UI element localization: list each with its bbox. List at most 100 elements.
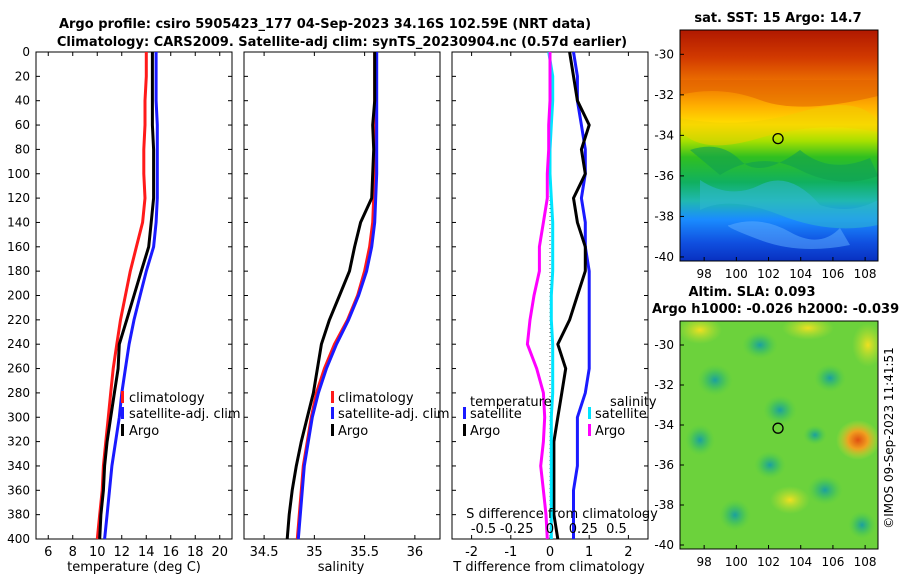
series-line-satellite-adj-clim — [103, 52, 159, 540]
map-x-tick-label: 98 — [697, 555, 712, 569]
salinity-xlabel: salinity — [318, 560, 365, 575]
temperature-plot: 6 8 10 12 14 16 18 20 climatologysatellite-adj. … — [36, 51, 241, 560]
depth-tick-label: 220 — [7, 313, 30, 327]
legend-swatch — [463, 424, 466, 436]
legend-swatch — [331, 391, 334, 403]
x-tick-label: 8 — [69, 545, 77, 560]
sst-map-axes: 98 100 102 104 106 108 -30 -32 -34 -36 -38 -40 — [654, 47, 876, 281]
map-x-tick-label: 108 — [854, 267, 877, 281]
map-y-tick-label: -32 — [654, 378, 674, 392]
legend-label: Argo — [338, 424, 368, 439]
legend-swatch — [331, 407, 334, 419]
depth-tick-label: 400 — [7, 532, 30, 546]
map-x-tick-label: 104 — [789, 555, 812, 569]
legend-label: satellite-adj. clim — [338, 407, 450, 422]
sla-map-title-line2: Argo h1000: -0.026 h2000: -0.039 — [652, 302, 899, 317]
top-x-tick-label: 0 — [546, 522, 554, 537]
x-tick-label: 20 — [211, 545, 228, 560]
depth-tick-label: 300 — [7, 410, 30, 424]
x-tick-label: 12 — [113, 545, 130, 560]
sst-map-field — [680, 30, 878, 261]
legend-title-temperature: temperature — [470, 395, 552, 410]
top-x-tick-label: -0.5 — [471, 522, 496, 537]
sla-argo-float-marker — [772, 422, 784, 434]
x-tick-label: -2 — [465, 545, 478, 560]
map-y-tick-label: -38 — [654, 498, 674, 512]
map-x-tick-label: 102 — [757, 267, 780, 281]
difference-xlabel: T difference from climatology — [452, 560, 645, 575]
sla-map-frame — [679, 320, 879, 550]
figure-title-line2: Climatology: CARS2009. Satellite-adj cli… — [57, 35, 627, 50]
legend-swatch — [588, 407, 591, 419]
series-line-temperature-satellite — [572, 51, 591, 539]
map-y-tick-label: -30 — [654, 47, 674, 61]
map-x-tick-label: 108 — [854, 555, 877, 569]
x-tick-label: 0 — [546, 545, 554, 560]
x-tick-label: 1 — [585, 545, 593, 560]
map-y-tick-label: -36 — [654, 458, 674, 472]
legend-title-salinity: salinity — [610, 395, 657, 410]
legend-label: Argo — [470, 424, 500, 439]
sla-map-title-line1: Altim. SLA: 0.093 — [689, 285, 816, 300]
depth-tick-label: 160 — [7, 240, 30, 254]
imos-credit: ©IMOS 09-Sep-2023 11:41:51 — [882, 347, 896, 529]
x-tick-label: 34.5 — [250, 545, 279, 560]
map-y-tick-label: -34 — [654, 128, 674, 142]
map-y-tick-label: -32 — [654, 88, 674, 102]
x-tick-label: 10 — [89, 545, 106, 560]
legend-label: Argo — [595, 424, 625, 439]
depth-tick-label: 200 — [7, 289, 30, 303]
depth-tick-label: 0 — [22, 45, 30, 59]
x-tick-label: -1 — [504, 545, 517, 560]
legend-swatch — [121, 391, 124, 403]
series-line-temperature-argo — [552, 51, 591, 540]
difference-top-xlabel: S difference from climatology — [466, 507, 658, 522]
depth-tick-label: 40 — [15, 94, 30, 108]
series-line-salinity-argo — [525, 52, 552, 540]
depth-tick-label: 340 — [7, 459, 30, 473]
x-tick-label: 35.5 — [350, 545, 379, 560]
top-x-tick-label: 0.25 — [569, 522, 598, 537]
series-line-satellite-adj-clim — [296, 52, 379, 540]
legend-label: satellite-adj. clim — [129, 407, 241, 422]
legend-swatch — [331, 424, 334, 436]
difference-plot: -2 -1 0 1 2 -0.5 -0.25 0 0.25 0.5 temperature salin… — [452, 51, 657, 560]
legend-label: satellite — [595, 407, 647, 422]
temperature-xlabel: temperature (deg C) — [67, 560, 201, 575]
map-x-tick-label: 98 — [697, 267, 712, 281]
series-line-salinity-satellite — [547, 51, 555, 539]
sst-map-title: sat. SST: 15 Argo: 14.7 — [694, 11, 861, 26]
x-tick-label: 6 — [44, 545, 52, 560]
sla-map-field — [680, 321, 878, 549]
depth-tick-label: 320 — [7, 435, 30, 449]
depth-tick-label: 60 — [15, 118, 30, 132]
sst-map-frame — [679, 29, 879, 262]
depth-tick-label: 240 — [7, 337, 30, 351]
salinity-panel-frame — [243, 51, 441, 540]
map-x-tick-label: 102 — [757, 555, 780, 569]
depth-tick-label: 120 — [7, 191, 30, 205]
sla-map-axes: 98 100 102 104 106 108 -30 -32 -34 -36 -38 -40 — [654, 338, 876, 569]
map-x-tick-label: 100 — [725, 267, 748, 281]
x-tick-label: 18 — [187, 545, 204, 560]
map-y-tick-label: -36 — [654, 169, 674, 183]
depth-tick-label: 100 — [7, 167, 30, 181]
depth-tick-label: 140 — [7, 215, 30, 229]
x-tick-label: 36 — [407, 545, 424, 560]
depth-tick-label: 360 — [7, 483, 30, 497]
map-x-tick-label: 104 — [789, 267, 812, 281]
legend-swatch — [463, 407, 466, 419]
map-y-tick-label: -38 — [654, 209, 674, 223]
sst-argo-float-marker — [772, 132, 784, 145]
depth-tick-label: 20 — [15, 69, 30, 83]
legend-swatch — [121, 424, 124, 436]
map-y-tick-label: -34 — [654, 418, 674, 432]
legend-swatch — [121, 407, 124, 419]
map-x-tick-label: 100 — [725, 555, 748, 569]
series-line-argo — [98, 52, 156, 540]
x-tick-label: 35 — [306, 545, 323, 560]
map-x-tick-label: 106 — [821, 267, 844, 281]
depth-tick-label: 260 — [7, 362, 30, 376]
